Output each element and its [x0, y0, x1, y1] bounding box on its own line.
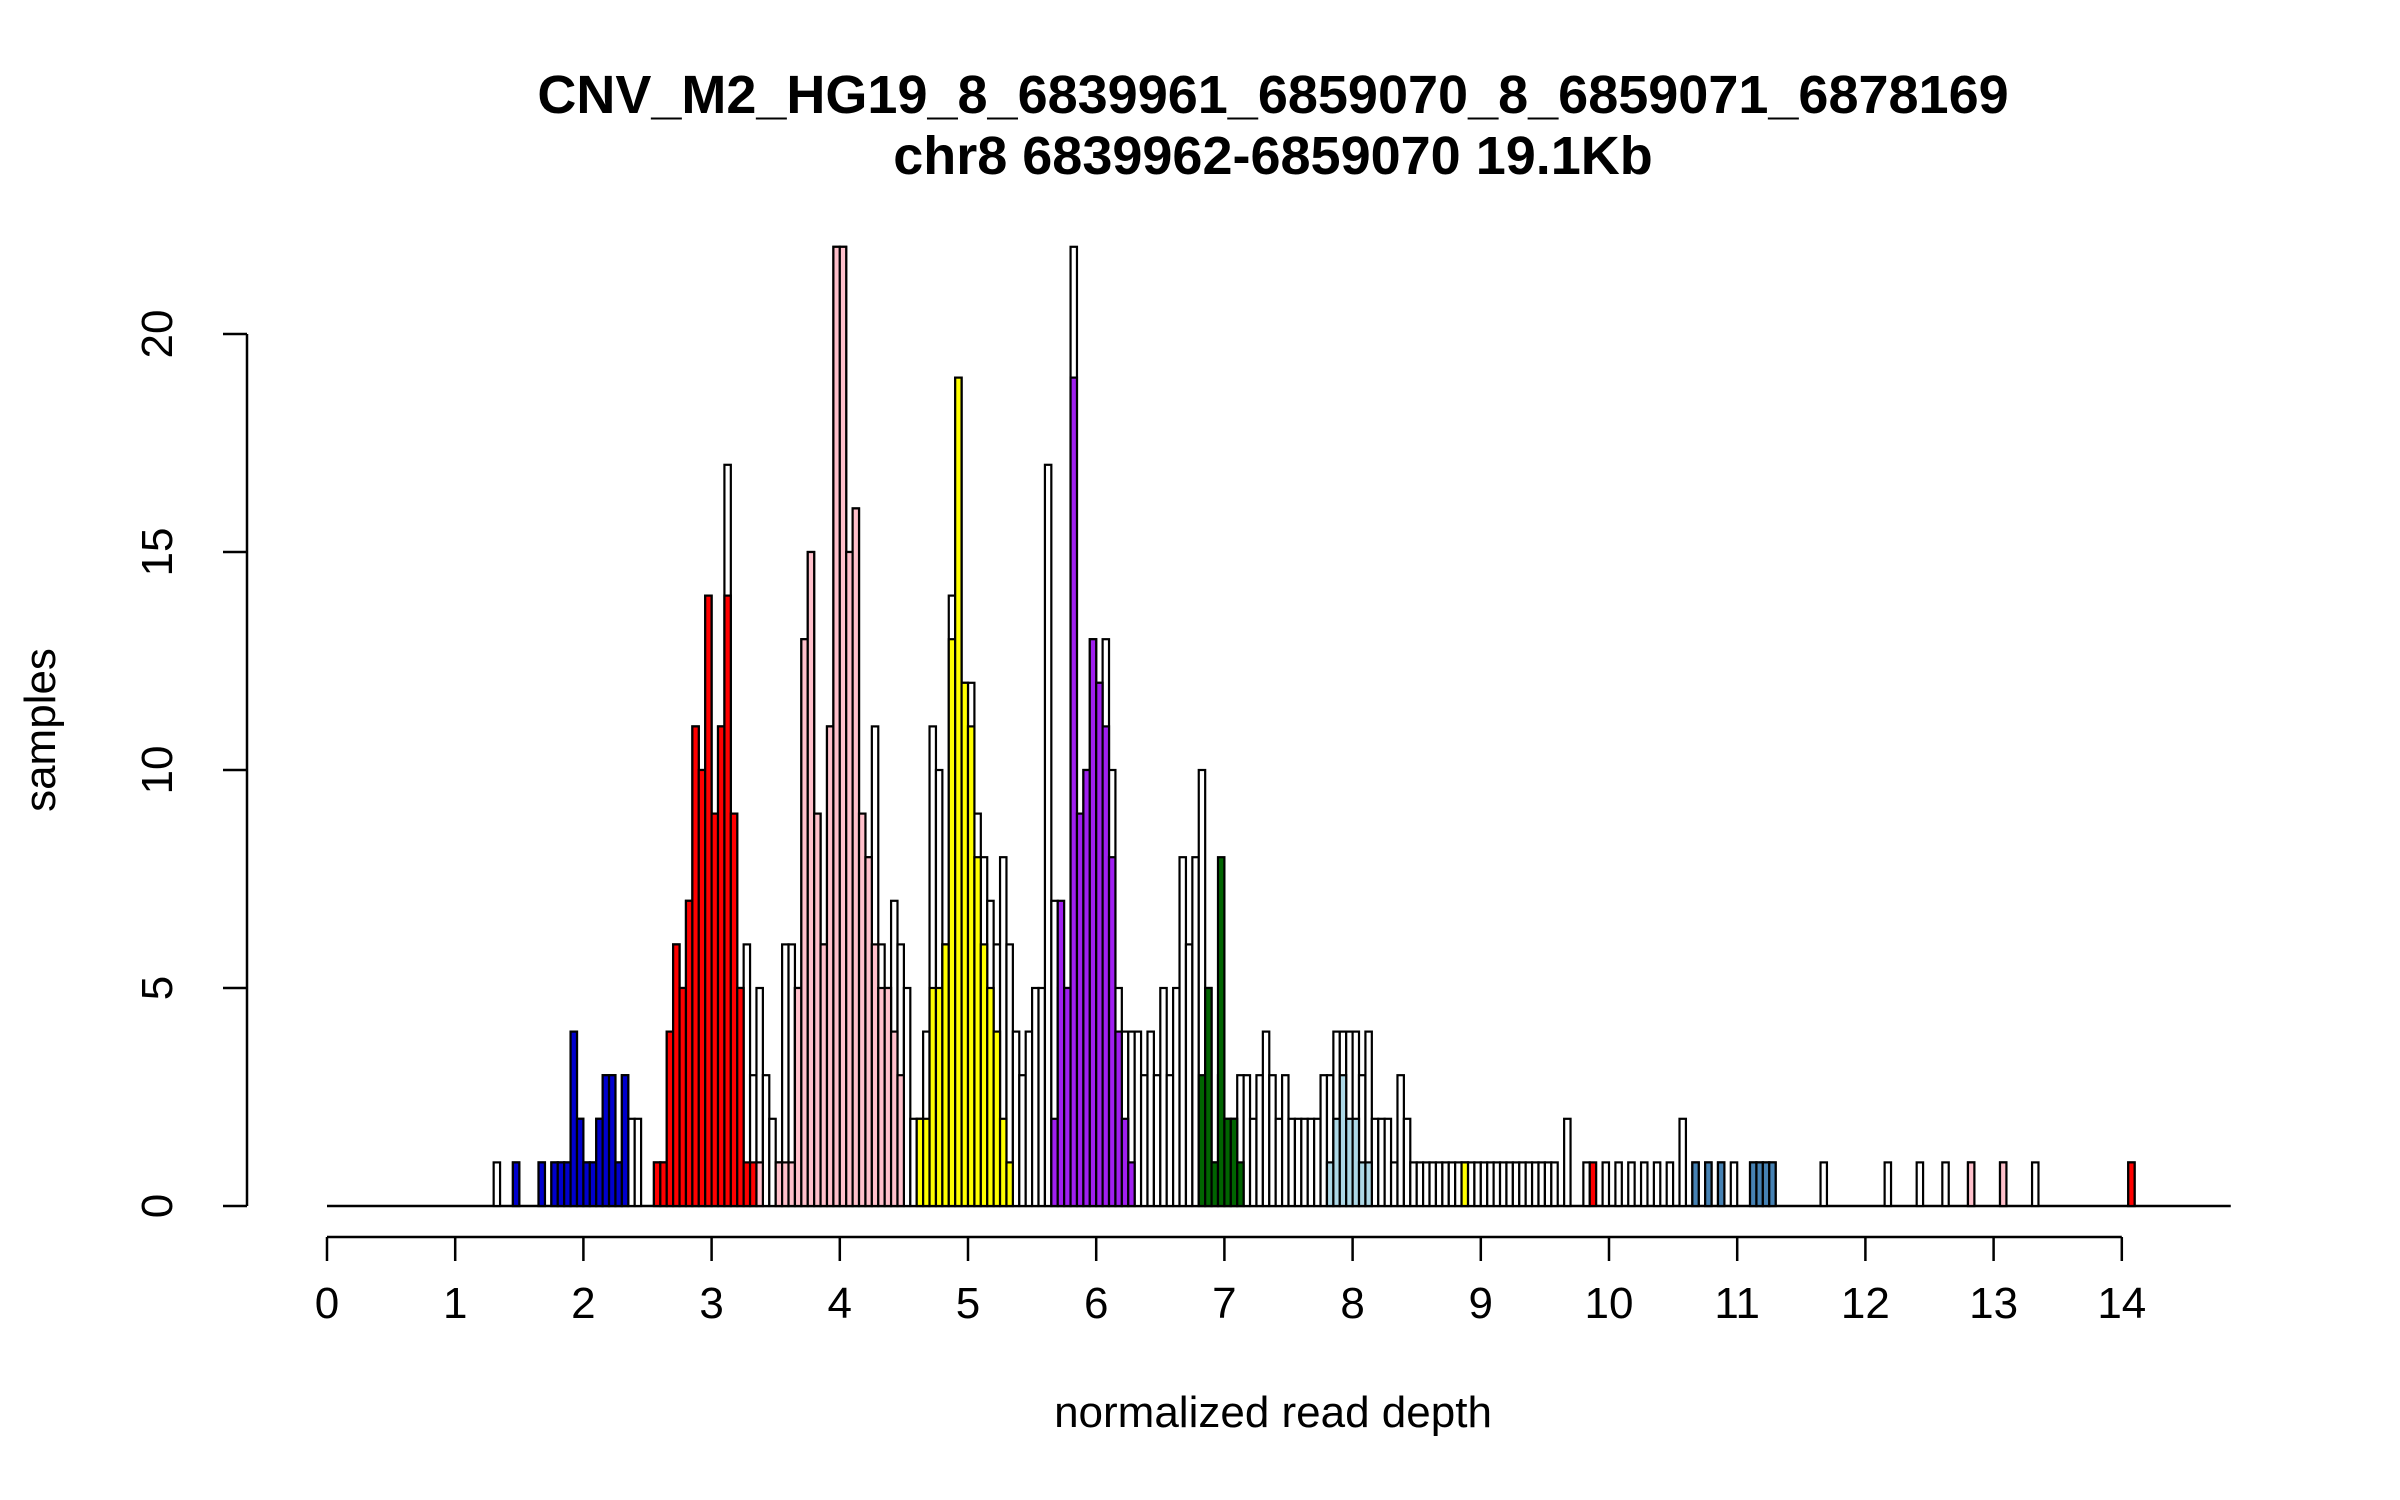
x-tick-label: 5 [956, 1279, 980, 1328]
histogram-bar-lightblue [1364, 1161, 1373, 1208]
histogram-bar-red [736, 986, 745, 1208]
histogram-bar-purple [1127, 1161, 1136, 1208]
histogram-bar-blue [511, 1161, 521, 1208]
x-tick-label: 9 [1469, 1279, 1493, 1328]
x-tick-label: 11 [1714, 1279, 1760, 1328]
x-axis-label: normalized read depth [1054, 1388, 1492, 1437]
histogram-bar-purple [1069, 376, 1079, 1208]
histogram-bar [1941, 1161, 1950, 1208]
y-axis-label: samples [16, 648, 65, 812]
y-tick-label: 20 [133, 310, 182, 359]
histogram-bar-steelblue [1704, 1161, 1713, 1208]
histogram-bar [1915, 1161, 1925, 1208]
histogram-bar-pink [755, 1161, 764, 1208]
histogram-bar [1678, 1117, 1688, 1208]
histogram-bar [1627, 1161, 1636, 1208]
histogram-bar [1883, 1161, 1893, 1208]
histogram-bars [327, 245, 2231, 1208]
histogram-bar [1614, 1161, 1623, 1208]
histogram-bar-steelblue [1691, 1161, 1700, 1208]
histogram-bar [1043, 463, 1053, 1208]
histogram-bar [1639, 1161, 1649, 1208]
histogram-bar-red [2127, 1161, 2136, 1208]
y-tick-label: 0 [133, 1194, 182, 1218]
histogram-bar [1550, 1161, 1559, 1208]
histogram-bar [2030, 1161, 2040, 1208]
histogram-bar-green [1204, 986, 1213, 1208]
histogram-bar [492, 1161, 502, 1208]
histogram-bar-green [1236, 1161, 1245, 1208]
histogram-bar [1729, 1161, 1739, 1208]
x-tick-label: 2 [571, 1279, 595, 1328]
y-tick-label: 10 [133, 746, 182, 795]
y-axis: 0 5 10 15 20 [133, 310, 249, 1218]
histogram-bar-blue [537, 1161, 547, 1208]
histogram-bar [1563, 1117, 1572, 1208]
histogram-bar [633, 1117, 643, 1208]
histogram-bar-steelblue [1716, 1161, 1726, 1208]
histogram-bar-pink [1998, 1161, 2008, 1208]
x-tick-label: 3 [699, 1279, 723, 1328]
histogram-bar-blue [607, 1074, 617, 1208]
x-tick-label: 4 [828, 1279, 852, 1328]
histogram-bar-red [1588, 1161, 1598, 1208]
x-tick-label: 7 [1212, 1279, 1236, 1328]
x-tick-label: 14 [2097, 1279, 2146, 1328]
histogram-bar-green [1216, 856, 1226, 1208]
histogram-bar-blue [620, 1074, 630, 1208]
histogram-bar-yellow [1005, 1161, 1014, 1208]
y-tick-label: 5 [133, 976, 182, 1000]
histogram-bar [1652, 1161, 1662, 1208]
x-tick-label: 6 [1084, 1279, 1108, 1328]
chart-subtitle: chr8 6839962-6859070 19.1Kb [893, 126, 1653, 186]
x-tick-label: 12 [1841, 1279, 1890, 1328]
x-tick-label: 10 [1585, 1279, 1634, 1328]
x-tick-label: 1 [443, 1279, 467, 1328]
x-tick-label: 0 [315, 1279, 339, 1328]
histogram-bar-steelblue [1768, 1161, 1777, 1208]
histogram-bar [1601, 1161, 1611, 1208]
x-tick-label: 8 [1340, 1279, 1364, 1328]
histogram-bar [1665, 1161, 1675, 1208]
y-tick-label: 15 [133, 528, 182, 577]
x-axis: 0 1 2 3 4 5 6 7 8 9 10 11 12 13 14 [315, 1235, 2146, 1328]
chart-title: CNV_M2_HG19_8_6839961_6859070_8_6859071_… [537, 65, 2008, 125]
histogram-bar-pink [1966, 1161, 1976, 1208]
histogram-bar [1819, 1161, 1829, 1208]
histogram-bar-yellow [1460, 1161, 1470, 1208]
histogram-bar-pink [896, 1074, 905, 1208]
x-tick-label: 13 [1969, 1279, 2018, 1328]
